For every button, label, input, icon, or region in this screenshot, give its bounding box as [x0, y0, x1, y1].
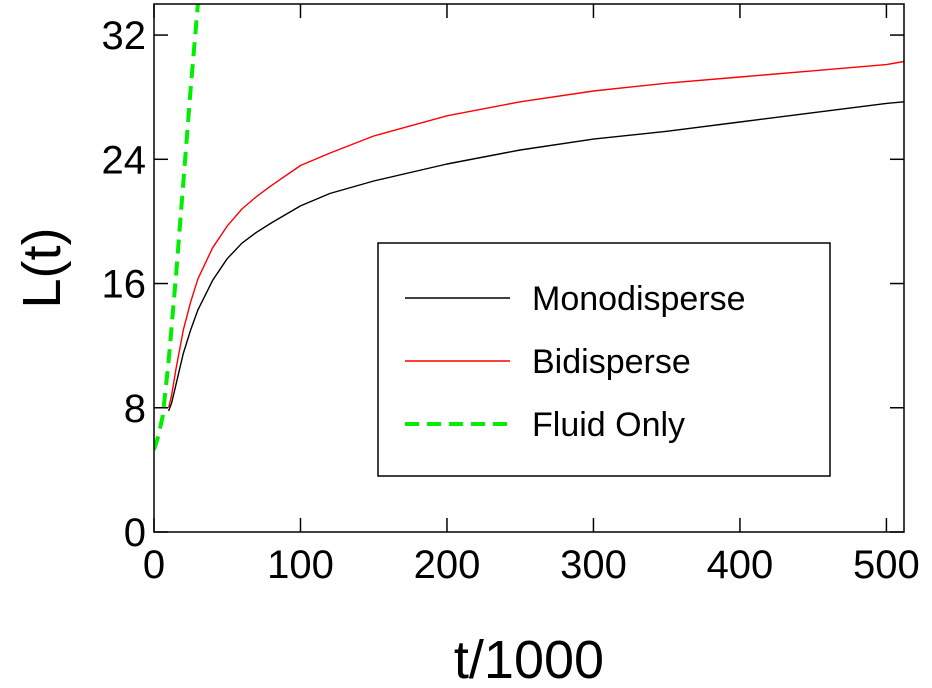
legend-label-fluid-only: Fluid Only: [532, 406, 685, 444]
x-tick-label: 300: [560, 543, 627, 587]
y-tick-label: 8: [124, 387, 146, 431]
x-tick-label: 0: [143, 543, 165, 587]
y-tick-label: 0: [124, 511, 146, 555]
legend: Monodisperse Bidisperse Fluid Only: [377, 242, 831, 477]
legend-box: [377, 242, 831, 477]
series-line-fluid-only: [154, 4, 200, 451]
legend-items: Monodisperse Bidisperse Fluid Only: [405, 280, 746, 444]
x-tick-label: 400: [707, 543, 774, 587]
x-tick-label: 500: [853, 543, 920, 587]
y-tick-label: 32: [102, 14, 147, 58]
legend-label-monodisperse: Monodisperse: [532, 280, 746, 318]
plot-frame: [153, 3, 905, 533]
x-axis-label: t/1000: [454, 630, 604, 688]
y-tick-label: 24: [102, 138, 147, 182]
y-tick-label: 16: [102, 263, 147, 307]
x-tick-label: 200: [414, 543, 481, 587]
legend-label-bidisperse: Bidisperse: [532, 343, 691, 381]
y-axis-label: L(t): [12, 228, 72, 309]
series-line-monodisperse: [167, 101, 904, 412]
series-line-bidisperse: [167, 60, 904, 408]
x-tick-label: 100: [267, 543, 334, 587]
tick-labels: 0 100 200 300 400 500 0 8 16 24 32: [102, 14, 920, 587]
series-lines: [154, 4, 904, 451]
